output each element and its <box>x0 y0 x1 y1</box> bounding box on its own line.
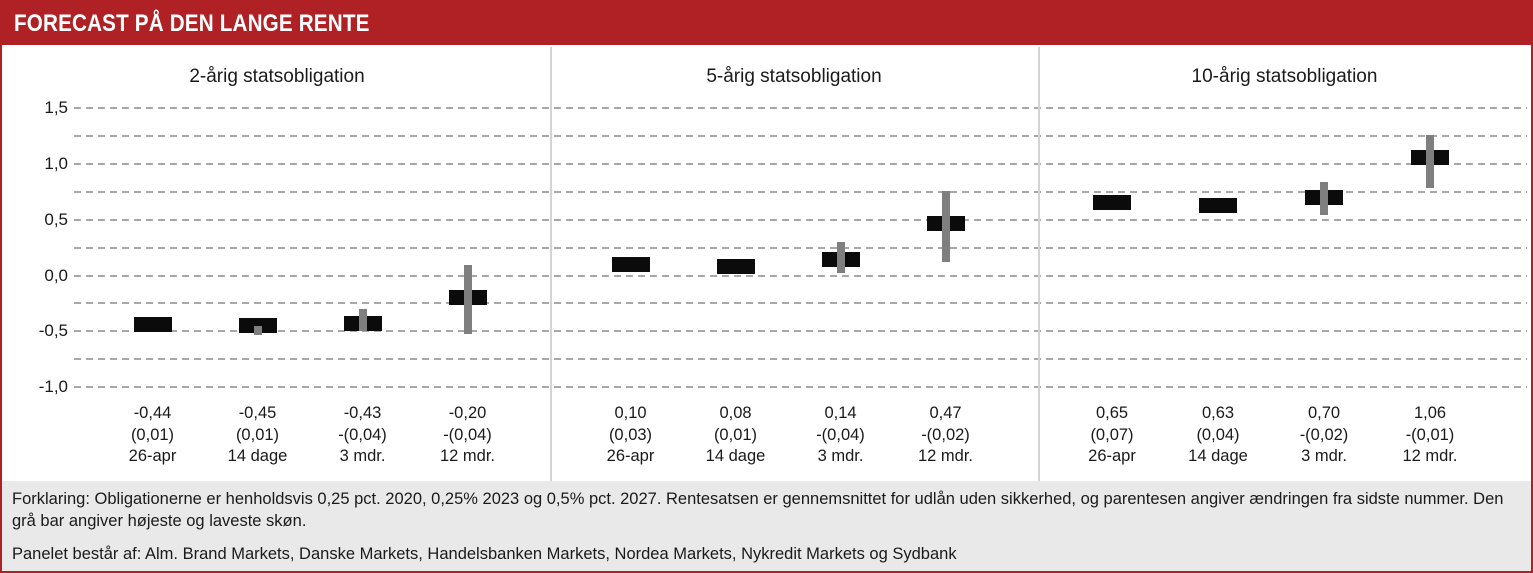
y-gridline <box>74 162 1527 165</box>
y-gridline <box>74 302 1527 305</box>
point-value-label: 0,65 <box>1095 404 1129 422</box>
y-axis-tick-label: 1,5 <box>44 98 68 118</box>
y-axis-tick-label: 1,0 <box>44 153 68 173</box>
panel-title: 2-årig statsobligation <box>189 66 365 87</box>
point-labels: -0,44 (0,01) 26-apr <box>88 403 218 468</box>
y-axis-tick-label: 0,0 <box>44 265 68 285</box>
point-period-label: 14 dage <box>227 447 288 465</box>
y-axis-tick-label: -0,5 <box>38 321 68 341</box>
y-gridline <box>74 134 1527 137</box>
point-period-label: 3 mdr. <box>339 447 386 465</box>
point-change-label: -(0,04) <box>338 425 387 444</box>
point-change-label: (0,03) <box>608 425 653 444</box>
point-period-label: 14 dage <box>1188 447 1248 465</box>
y-gridline <box>74 107 1527 110</box>
point-value-label: 0,70 <box>1307 404 1341 422</box>
y-axis-tick-label: -1,0 <box>38 377 68 397</box>
point-value-label: -0,43 <box>343 404 382 422</box>
point-labels: -0,45 (0,01) 14 dage <box>193 403 323 468</box>
y-gridline <box>74 330 1527 333</box>
high-low-range-bar <box>1426 134 1434 189</box>
point-value-label: -0,20 <box>448 404 487 422</box>
point-change-label: -(0,04) <box>816 425 865 444</box>
footer-panel-note: Panelet består af: Alm. Brand Markets, D… <box>12 545 957 563</box>
high-low-range-bar <box>941 190 950 263</box>
point-change-label: (0,04) <box>1196 425 1240 444</box>
point-period-label: 26-apr <box>606 447 655 465</box>
footer-explanation: Forklaring: Obligationerne er henholdsvi… <box>12 490 1504 530</box>
high-low-range-bar <box>463 265 472 334</box>
point-labels: 0,10 (0,03) 26-apr <box>566 403 696 468</box>
forecast-bar <box>716 259 755 275</box>
point-labels: 1,06 -(0,01) 12 mdr. <box>1365 403 1495 468</box>
y-gridline <box>74 246 1527 249</box>
point-value-label: 0,10 <box>614 404 647 422</box>
point-labels: -0,43 -(0,04) 3 mdr. <box>298 403 428 468</box>
point-change-label: -(0,04) <box>443 425 492 444</box>
point-labels: 0,63 (0,04) 14 dage <box>1153 403 1283 468</box>
panel-divider <box>1038 47 1040 481</box>
forecast-bar <box>133 317 172 333</box>
figure-footer: Forklaring: Obligationerne er henholdsvi… <box>2 481 1531 571</box>
y-gridline <box>74 386 1527 389</box>
point-value-label: 0,14 <box>824 404 857 422</box>
point-value-label: -0,44 <box>133 404 172 422</box>
point-value-label: 0,47 <box>929 404 962 422</box>
panel-title: 5-årig statsobligation <box>706 66 882 87</box>
y-gridline <box>74 274 1527 277</box>
y-gridline <box>74 358 1527 361</box>
point-period-label: 3 mdr. <box>817 447 864 465</box>
figure-title: FORECAST PÅ DEN LANGE RENTE <box>14 10 370 37</box>
chart-area: 1,5 1,0 0,5 0,0 -0,5 -1,0 2-årig statsobligati… <box>2 45 1531 481</box>
point-period-label: 12 mdr. <box>439 447 496 465</box>
forecast-bar <box>611 256 650 272</box>
panel-title: 10-årig statsobligation <box>1191 66 1378 87</box>
high-low-range-bar <box>1320 181 1328 216</box>
point-change-label: (0,07) <box>1090 425 1134 444</box>
panel-divider <box>550 47 552 481</box>
point-change-label: (0,01) <box>130 425 175 444</box>
point-labels: 0,08 (0,01) 14 dage <box>671 403 801 468</box>
y-gridline <box>74 218 1527 221</box>
point-value-label: 0,63 <box>1201 404 1235 422</box>
figure-header: FORECAST PÅ DEN LANGE RENTE <box>2 2 1531 45</box>
point-value-label: 0,08 <box>719 404 752 422</box>
forecast-bar <box>1199 197 1237 213</box>
high-low-range-bar <box>253 325 262 335</box>
point-period-label: 12 mdr. <box>1402 447 1458 465</box>
point-change-label: -(0,02) <box>921 425 970 444</box>
point-change-label: (0,01) <box>235 425 280 444</box>
y-gridline <box>74 190 1527 193</box>
point-labels: 0,14 -(0,04) 3 mdr. <box>776 403 906 468</box>
point-labels: 0,47 -(0,02) 12 mdr. <box>881 403 1011 468</box>
point-period-label: 12 mdr. <box>917 447 974 465</box>
point-labels: 0,65 (0,07) 26-apr <box>1047 403 1177 468</box>
point-period-label: 14 dage <box>705 447 766 465</box>
point-change-label: -(0,02) <box>1299 425 1349 444</box>
point-labels: -0,20 -(0,04) 12 mdr. <box>403 403 533 468</box>
high-low-range-bar <box>358 308 367 332</box>
point-labels: 0,70 -(0,02) 3 mdr. <box>1259 403 1389 468</box>
high-low-range-bar <box>836 242 845 274</box>
point-period-label: 26-apr <box>1088 447 1136 465</box>
point-value-label: -0,45 <box>238 404 277 422</box>
point-period-label: 26-apr <box>128 447 177 465</box>
forecast-bar <box>1093 195 1131 211</box>
point-value-label: 1,06 <box>1413 404 1447 422</box>
point-change-label: (0,01) <box>713 425 758 444</box>
y-axis-tick-label: 0,5 <box>44 209 68 229</box>
point-period-label: 3 mdr. <box>1301 447 1347 465</box>
point-change-label: -(0,01) <box>1405 425 1455 444</box>
